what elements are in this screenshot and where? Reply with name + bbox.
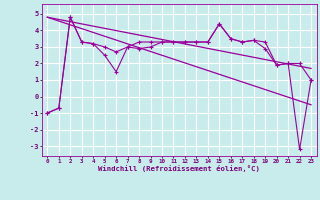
X-axis label: Windchill (Refroidissement éolien,°C): Windchill (Refroidissement éolien,°C) (98, 165, 260, 172)
